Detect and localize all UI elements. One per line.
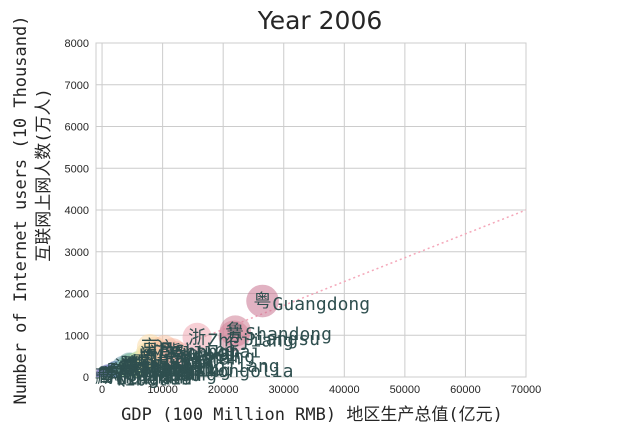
x-tick-label: 40000 [329, 384, 360, 396]
point-name-label: Xinjiang [130, 365, 217, 386]
y-tick-label: 8000 [65, 38, 89, 50]
point-name-label: Guangxi [141, 358, 217, 379]
point-abbr-label: 豫 [168, 345, 186, 366]
point-name-label: Ningxia [116, 368, 192, 389]
point-name-label: Jiangxi [141, 360, 217, 381]
point-abbr-label: 闽 [139, 345, 157, 366]
point-abbr-label: 黔 [107, 362, 125, 383]
point-abbr-label: 青 [97, 366, 115, 387]
point-abbr-label: 皖 [131, 354, 149, 375]
point-name-label: Zhejiang [207, 330, 294, 351]
x-tick-label: 50000 [390, 384, 421, 396]
data-point [182, 322, 212, 352]
point-abbr-label: 津 [120, 357, 138, 378]
point-abbr-label: 辽 [149, 344, 167, 365]
y-axis-label-line1: Number of Internet users (10 Thousand) [11, 16, 31, 405]
point-name-label: Tibet [114, 370, 168, 391]
y-tick-label: 1000 [65, 330, 89, 342]
point-name-label: Chongqing [133, 360, 231, 381]
x-tick-label: 10000 [147, 384, 178, 396]
point-abbr-label: 蒙 [123, 358, 141, 379]
point-name-label: Shanxi [141, 358, 206, 379]
y-tick-label: 7000 [65, 80, 89, 92]
data-point [163, 341, 192, 370]
y-axis-label-line2: 互联网上网人数(万人) [34, 88, 54, 261]
point-abbr-label: 晋 [122, 355, 140, 376]
point-abbr-label: 苏 [225, 326, 243, 347]
point-abbr-label: 陕 [120, 354, 138, 375]
point-name-label: Liaoning [168, 347, 255, 368]
point-name-label: Beijing [160, 340, 236, 361]
point-name-label: Gansu [126, 365, 180, 386]
point-name-label: Shandong [245, 324, 332, 345]
point-name-label: Fujian [158, 348, 223, 369]
point-name-label: Hunan [159, 352, 213, 373]
point-name-label: Sichuan [165, 343, 241, 364]
point-abbr-label: 川 [146, 340, 164, 361]
point-abbr-label: 云 [117, 359, 135, 380]
point-abbr-label: 赣 [122, 357, 140, 378]
point-name-label: Yunnan [136, 362, 201, 383]
point-name-label: Guizhou [126, 365, 202, 386]
point-name-label: Hubei [158, 350, 212, 371]
point-name-label: Shanghai [174, 342, 261, 363]
point-abbr-label: 沪 [155, 339, 173, 360]
point-abbr-label: 京 [141, 337, 159, 358]
data-point [219, 315, 251, 347]
point-name-label: Heilongjiang [150, 356, 280, 377]
y-tick-label: 2000 [65, 289, 89, 301]
point-name-label: Anhui [150, 357, 204, 378]
point-name-label: Henan [187, 348, 241, 369]
point-abbr-label: 黑 [131, 353, 149, 374]
point-abbr-label: 甘 [107, 362, 125, 383]
point-abbr-label: 鄂 [139, 347, 157, 368]
x-tick-label: 60000 [450, 384, 481, 396]
data-point [246, 284, 279, 318]
plot-content [96, 209, 526, 377]
point-name-label: Inner Mongolia [142, 361, 294, 382]
point-name-label: Hainan [119, 367, 184, 388]
point-name-label: Tianjin [139, 360, 215, 381]
x-tick-label: 30000 [268, 384, 299, 396]
y-tick-label: 5000 [65, 163, 89, 175]
point-abbr-label: 冀 [163, 342, 181, 363]
x-tick-label: 0 [99, 384, 105, 396]
point-abbr-label: 宁 [97, 365, 115, 386]
point-abbr-label: 湘 [140, 349, 158, 370]
chart-title: Year 2006 [257, 6, 383, 35]
point-name-label: Shaanxi [139, 357, 215, 378]
x-axis-label: GDP (100 Million RMB) 地区生产总值(亿元) [121, 405, 503, 425]
point-name-label: Guangdong [273, 294, 371, 315]
point-abbr-label: 浙 [188, 327, 206, 348]
point-name-label: Hebei [182, 345, 236, 366]
point-abbr-label: 吉 [119, 357, 137, 378]
point-abbr-label: 桂 [122, 355, 140, 376]
point-abbr-label: 渝 [114, 357, 132, 378]
point-name-label: Qinghai [116, 369, 192, 390]
point-abbr-label: 粤 [254, 291, 272, 312]
point-name-label: Jiangsu [244, 329, 320, 350]
y-tick-label: 3000 [65, 247, 89, 259]
point-abbr-label: 藏 [95, 367, 113, 388]
x-tick-label: 20000 [208, 384, 239, 396]
x-tick-label: 70000 [511, 384, 542, 396]
point-abbr-label: 琼 [100, 364, 118, 385]
y-tick-label: 4000 [65, 205, 89, 217]
y-tick-label: 0 [83, 372, 89, 384]
point-name-label: Jilin [138, 360, 192, 381]
point-abbr-label: 鲁 [226, 321, 244, 342]
point-abbr-label: 新 [111, 362, 129, 383]
y-tick-label: 6000 [65, 122, 89, 134]
